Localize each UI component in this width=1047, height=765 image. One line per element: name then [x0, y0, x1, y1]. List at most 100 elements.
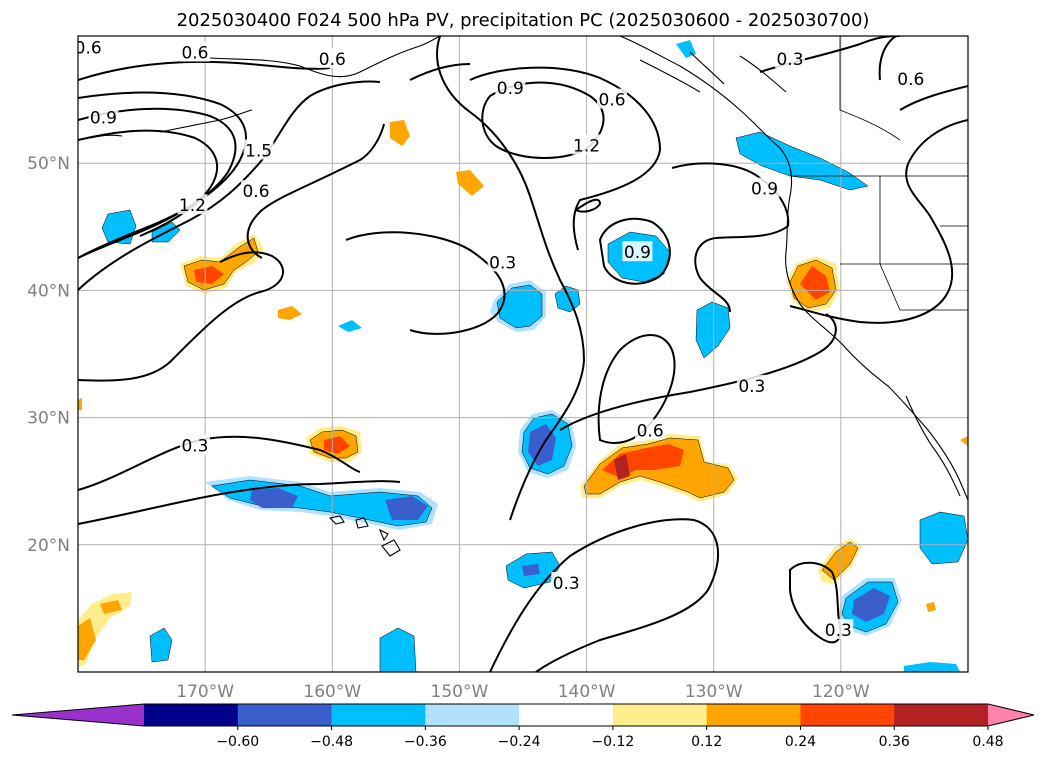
- contour-label: 0.6: [181, 44, 208, 64]
- contour-label-bg: [243, 139, 274, 160]
- contour-labels: 0.6 0.6 0.6 0.3 0.6 0.9 1.5 0.9 0.6 1.2 0.9 0.6 1.2 0…: [75, 36, 926, 641]
- pv-contour: [469, 66, 662, 251]
- contour-label: 0.3: [553, 574, 580, 594]
- precip-area: [496, 284, 543, 329]
- contour-label-bg: [635, 419, 666, 440]
- pv-contour: [345, 231, 506, 335]
- pv-contour: [575, 198, 602, 213]
- x-tick-label: 170°W: [176, 682, 234, 702]
- contour-label: 0.3: [825, 621, 852, 641]
- precip-area: [149, 627, 173, 663]
- colorbar-bin: [612, 704, 708, 726]
- precip-area: [522, 564, 540, 576]
- contour-label: 1.2: [573, 136, 600, 156]
- map-frame: [77, 35, 969, 673]
- coastline: [905, 395, 961, 497]
- contour-label: 0.6: [242, 182, 269, 202]
- y-tick-label: 40°N: [27, 281, 70, 301]
- y-tick-label: 50°N: [27, 154, 70, 174]
- colorbar-extend-high: [988, 704, 1034, 726]
- precip-area: [278, 306, 302, 320]
- contour-label-bg: [571, 134, 602, 155]
- precip-area: [100, 600, 122, 614]
- precip-area: [852, 588, 890, 622]
- precip-area: [338, 320, 362, 332]
- pv-contour: [78, 480, 401, 525]
- pv-contours: [78, 36, 968, 672]
- contour-label-bg: [317, 47, 348, 68]
- precip-area: [800, 266, 830, 300]
- x-tick-label: 150°W: [431, 682, 489, 702]
- colorbar-bin: [425, 704, 520, 726]
- contour-label: 0.6: [319, 50, 346, 70]
- colorbar-extend-low: [12, 704, 144, 726]
- contour-label: 0.6: [75, 38, 102, 58]
- pv-contour: [598, 217, 671, 285]
- precip-area: [614, 454, 630, 480]
- contour-label: 0.9: [90, 108, 117, 128]
- gridlines: [78, 36, 968, 672]
- precip-area: [78, 592, 132, 668]
- coastline: [209, 36, 441, 78]
- pv-contour: [878, 36, 897, 81]
- x-tick-label: 160°W: [303, 682, 361, 702]
- pv-contour: [78, 251, 284, 382]
- precip-area: [379, 627, 417, 672]
- chart-title: 2025030400 F024 500 hPa PV, precipitatio…: [177, 10, 870, 31]
- colorbar-tick-label: −0.48: [310, 734, 353, 750]
- contour-label: 0.6: [897, 70, 924, 90]
- pv-contour: [409, 63, 471, 81]
- precip-area: [919, 511, 968, 565]
- contour-label: 0.3: [489, 253, 516, 273]
- contour-label: 0.9: [624, 243, 651, 263]
- x-tick-labels: 170°W 160°W 150°W 140°W 130°W 120°W: [176, 682, 870, 702]
- coastline: [619, 36, 968, 501]
- colorbar-tick-label: −0.12: [591, 734, 634, 750]
- colorbar-tick-label: 0.12: [691, 734, 722, 750]
- coastlines: [89, 36, 968, 557]
- contour-label: 1.5: [245, 141, 272, 161]
- colorbar-tick-label: −0.60: [216, 734, 259, 750]
- y-tick-label: 30°N: [27, 409, 70, 429]
- contour-label-bg: [551, 571, 582, 592]
- x-tick-label: 120°W: [812, 682, 870, 702]
- contour-label-bg: [895, 68, 926, 89]
- precip-area: [194, 266, 224, 284]
- precip-area: [735, 131, 869, 191]
- contour-label-bg: [487, 251, 518, 272]
- colorbar-outline: [11, 703, 1035, 727]
- contour-label-bg: [179, 41, 210, 62]
- pv-contour: [78, 107, 237, 259]
- colorbar-bin: [331, 704, 426, 726]
- pv-contour: [78, 80, 381, 291]
- colorbar-bin: [894, 704, 989, 726]
- contour-label: 0.6: [598, 91, 625, 111]
- contour-label: 0.9: [751, 180, 778, 200]
- contour-label: 0.3: [181, 437, 208, 457]
- pv-contour: [789, 119, 968, 324]
- colorbar-tick-label: 0.48: [972, 734, 1003, 750]
- precip-area: [554, 285, 581, 313]
- contour-label-bg: [622, 241, 653, 262]
- pv-contour: [671, 162, 790, 313]
- contour-label: 0.3: [776, 50, 803, 70]
- contour-label-bg: [749, 177, 780, 198]
- precip-area: [456, 170, 484, 196]
- colorbar-bin: [144, 704, 239, 726]
- precip-area: [904, 662, 960, 672]
- contour-label-bg: [495, 77, 526, 98]
- pv-contour: [899, 85, 968, 111]
- y-tick-label: 20°N: [27, 536, 70, 556]
- colorbar: −0.60 −0.48 −0.36 −0.24 −0.12 0.12 0.24 0.36 0.4…: [11, 703, 1035, 750]
- colorbar-bin: [237, 704, 333, 726]
- pv-contour: [78, 435, 361, 491]
- colorbar-bin: [800, 704, 895, 726]
- pv-contour: [246, 123, 385, 259]
- pv-contour: [436, 36, 586, 521]
- precip-shading: [78, 40, 968, 672]
- colorbar-tick-label: −0.24: [498, 734, 541, 750]
- border: [790, 36, 968, 311]
- precip-area: [385, 496, 428, 520]
- colorbar-bin: [706, 704, 801, 726]
- contour-label-bg: [597, 88, 627, 109]
